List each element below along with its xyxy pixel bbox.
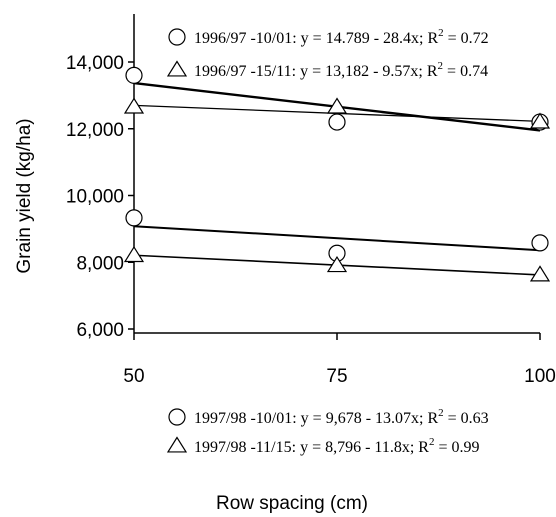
marker-series-4-point bbox=[326, 255, 348, 273]
legend-label-2: 1996/97 -15/11: y = 13,182 - 9.57x; R2 =… bbox=[194, 60, 488, 80]
legend-label-4: 1997/98 -11/15: y = 8,796 - 11.8x; R2 = … bbox=[194, 436, 479, 456]
data-markers bbox=[123, 66, 551, 282]
y-axis-label: Grain yield (kg/ha) bbox=[14, 118, 35, 273]
legend-label-3: 1997/98 -10/01: y = 9,678 - 13.07x; R2 =… bbox=[194, 407, 489, 427]
x-tick-label: 100 bbox=[524, 366, 556, 387]
legend-marker-1 bbox=[168, 28, 186, 46]
marker-series-3-point bbox=[531, 234, 549, 252]
y-tick-label: 10,000 bbox=[66, 187, 124, 208]
x-tick-label: 75 bbox=[326, 366, 347, 387]
marker-series-3-point bbox=[125, 209, 143, 227]
marker-series-4-point bbox=[123, 245, 145, 263]
y-tick-label: 6,000 bbox=[76, 320, 124, 341]
x-axis-label: Row spacing (cm) bbox=[216, 493, 368, 514]
marker-series-4-point bbox=[529, 265, 551, 282]
marker-series-2-point bbox=[529, 112, 551, 129]
y-tick-label: 12,000 bbox=[66, 120, 124, 141]
legend-marker-4 bbox=[166, 436, 188, 453]
legend-marker-2 bbox=[166, 60, 188, 77]
axes: 6,000 8,000 10,000 12,000 14,000 50 75 100 bbox=[66, 14, 556, 387]
y-tick-label: 14,000 bbox=[66, 53, 124, 74]
legend-label-1: 1996/97 -10/01: y = 14.789 - 28.4x; R2 =… bbox=[194, 27, 489, 47]
legend-marker-3 bbox=[168, 408, 186, 426]
legend: 1996/97 -10/01: y = 14.789 - 28.4x; R2 =… bbox=[166, 27, 489, 456]
x-tick-label: 50 bbox=[123, 366, 144, 387]
y-tick-label: 8,000 bbox=[76, 253, 124, 274]
fit-line-3 bbox=[133, 225, 541, 252]
marker-series-2-point bbox=[123, 97, 145, 114]
marker-series-1-point bbox=[125, 66, 143, 84]
marker-series-1-point bbox=[328, 113, 346, 131]
marker-series-2-point bbox=[326, 97, 348, 114]
